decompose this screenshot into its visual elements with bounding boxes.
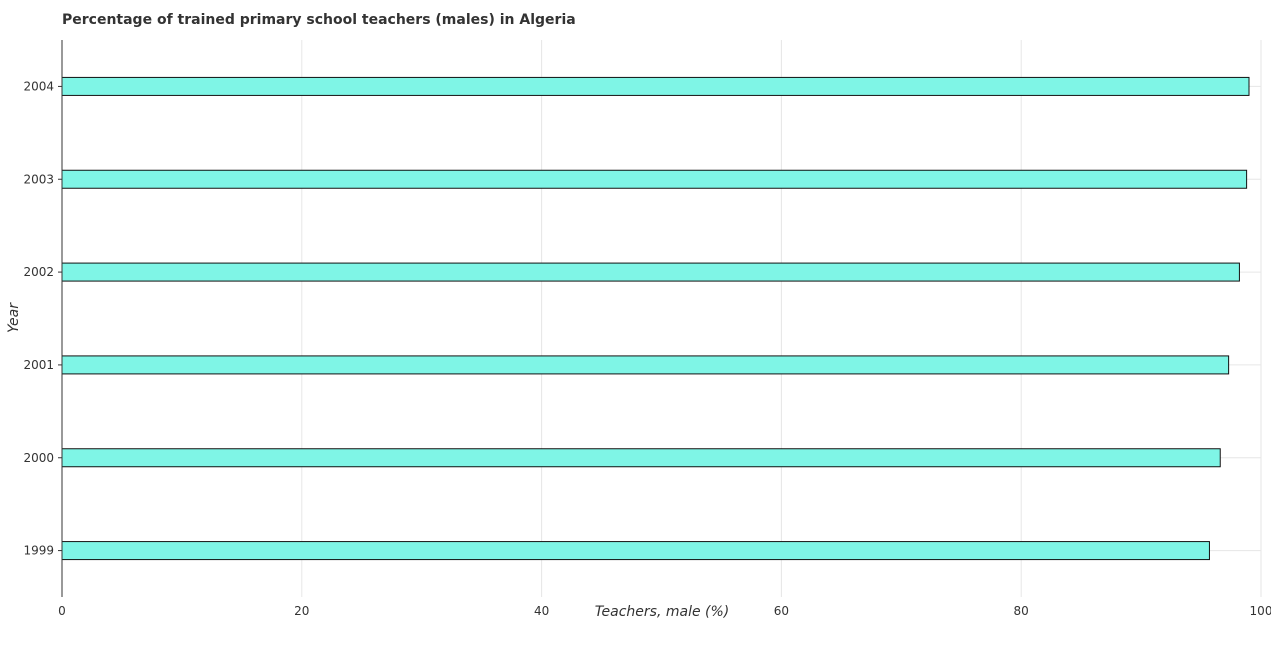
y-axis-label: Year	[6, 302, 22, 333]
x-tick-label: 0	[58, 604, 66, 618]
x-axis-label: Teachers, male (%)	[595, 604, 730, 620]
y-tick-label: 2001	[23, 358, 54, 372]
bar-1999	[61, 541, 1210, 561]
x-tick-label: 60	[774, 604, 789, 618]
x-tick-label: 100	[1250, 604, 1271, 618]
bar-2001	[61, 355, 1230, 375]
y-tick-label: 2003	[23, 172, 54, 186]
bar-2002	[61, 262, 1240, 282]
y-tick-label: 2000	[23, 451, 54, 465]
bar-2004	[61, 76, 1250, 96]
y-tick-label: 2004	[23, 79, 54, 93]
y-tick-label: 1999	[23, 544, 54, 558]
y-tick-labels: 1999 2000 2001 2002 2003 2004	[23, 79, 62, 558]
x-tick-labels: 0 20 40 60 80 100	[58, 604, 1271, 618]
x-tick-label: 20	[294, 604, 309, 618]
bar-2000	[61, 448, 1221, 468]
grid-lines	[61, 40, 1262, 597]
x-tick-label: 80	[1014, 604, 1029, 618]
x-tick-label: 40	[534, 604, 549, 618]
bar-2003	[61, 169, 1248, 189]
y-tick-label: 2002	[23, 265, 54, 279]
chart-title: Percentage of trained primary school tea…	[62, 12, 576, 28]
bars	[61, 76, 1250, 561]
